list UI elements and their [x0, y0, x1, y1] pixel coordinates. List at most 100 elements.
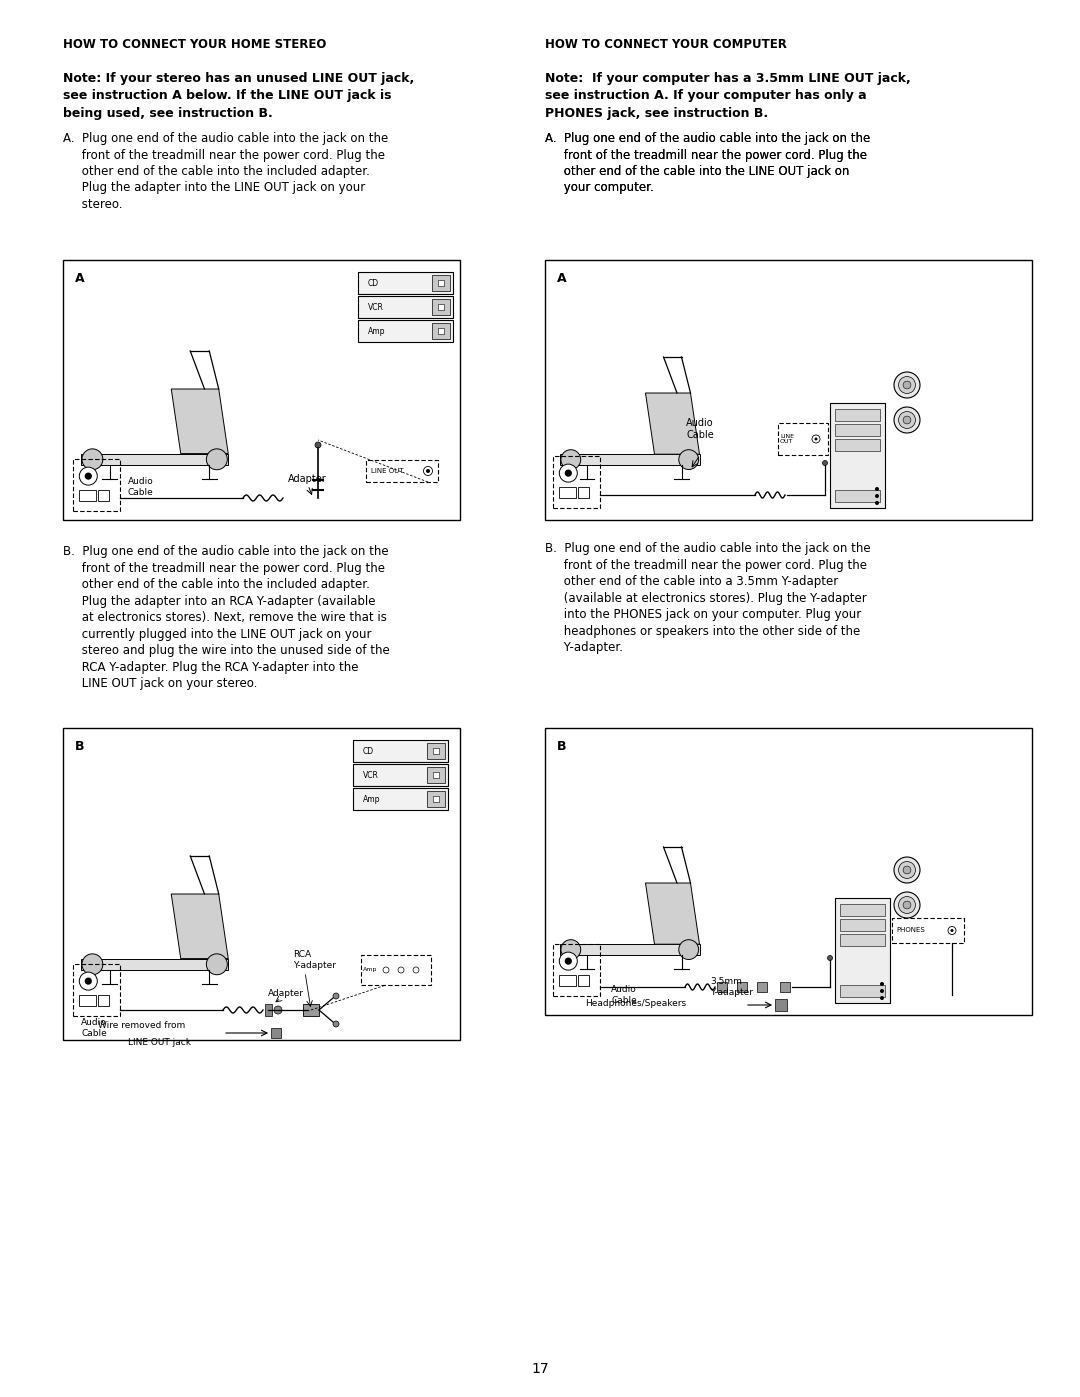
Text: Amp: Amp — [363, 968, 377, 972]
Circle shape — [383, 967, 389, 972]
Text: other end of the cable into the included adapter.: other end of the cable into the included… — [63, 578, 369, 591]
Bar — [553, 944, 599, 996]
Bar — [737, 982, 747, 992]
Circle shape — [679, 940, 699, 960]
Text: Audio
Cable: Audio Cable — [81, 1018, 107, 1038]
Text: B: B — [557, 740, 567, 753]
Bar — [63, 260, 460, 520]
Bar — [357, 320, 453, 342]
Circle shape — [79, 972, 97, 990]
Text: Amp: Amp — [363, 795, 380, 803]
Circle shape — [333, 993, 339, 999]
Circle shape — [903, 416, 910, 423]
Circle shape — [875, 502, 879, 504]
Circle shape — [84, 978, 92, 985]
Bar — [775, 999, 787, 1011]
Bar — [578, 488, 589, 497]
Bar — [271, 1028, 281, 1038]
Text: LINE OUT jack: LINE OUT jack — [129, 1038, 191, 1046]
Text: PHONES jack, see instruction B.: PHONES jack, see instruction B. — [545, 108, 768, 120]
Circle shape — [565, 469, 572, 476]
Bar — [432, 323, 450, 339]
Bar — [353, 788, 448, 810]
Text: VCR: VCR — [368, 303, 383, 312]
Text: LINE OUT: LINE OUT — [372, 468, 404, 474]
Text: LINE OUT jack on your stereo.: LINE OUT jack on your stereo. — [63, 678, 257, 690]
Text: HOW TO CONNECT YOUR COMPUTER: HOW TO CONNECT YOUR COMPUTER — [545, 38, 787, 52]
Circle shape — [559, 953, 578, 970]
Circle shape — [899, 862, 916, 879]
Text: Note: If your stereo has an unused LINE OUT jack,: Note: If your stereo has an unused LINE … — [63, 73, 415, 85]
Bar — [835, 490, 880, 502]
Bar — [98, 995, 109, 1006]
Bar — [559, 975, 576, 986]
Circle shape — [894, 856, 920, 883]
Bar — [433, 773, 438, 778]
Circle shape — [894, 893, 920, 918]
Circle shape — [827, 956, 833, 961]
Text: Adapter: Adapter — [288, 474, 327, 483]
Bar — [553, 455, 599, 509]
Bar — [757, 982, 767, 992]
Circle shape — [880, 996, 885, 1000]
Polygon shape — [646, 883, 700, 944]
Text: Headphones/Speakers: Headphones/Speakers — [585, 999, 686, 1007]
Bar — [578, 975, 589, 986]
Text: headphones or speakers into the other side of the: headphones or speakers into the other si… — [545, 624, 861, 637]
Circle shape — [423, 467, 432, 475]
Text: Plug the adapter into the LINE OUT jack on your: Plug the adapter into the LINE OUT jack … — [63, 182, 365, 194]
Circle shape — [823, 461, 827, 465]
Text: 17: 17 — [531, 1362, 549, 1376]
Bar — [427, 767, 445, 782]
Circle shape — [206, 954, 227, 975]
Text: 3.5mm
Y-adapter: 3.5mm Y-adapter — [710, 977, 753, 997]
Text: B: B — [75, 740, 84, 753]
Circle shape — [950, 929, 954, 932]
Polygon shape — [81, 958, 228, 970]
Bar — [717, 982, 727, 992]
Bar — [835, 425, 880, 436]
Text: other end of the cable into the included adapter.: other end of the cable into the included… — [63, 165, 369, 177]
Circle shape — [875, 488, 879, 490]
Text: other end of the cable into the LINE OUT jack on: other end of the cable into the LINE OUT… — [545, 165, 849, 177]
Circle shape — [679, 450, 699, 469]
Bar — [840, 919, 885, 930]
Text: A: A — [75, 272, 84, 285]
Polygon shape — [81, 454, 228, 465]
Circle shape — [899, 412, 916, 429]
Polygon shape — [646, 393, 700, 454]
Circle shape — [413, 967, 419, 972]
Bar — [780, 982, 789, 992]
Text: Audio
Cable: Audio Cable — [129, 476, 153, 497]
Circle shape — [561, 450, 581, 469]
Bar — [835, 409, 880, 420]
Circle shape — [206, 448, 227, 469]
Text: other end of the cable into a 3.5mm Y-adapter: other end of the cable into a 3.5mm Y-ad… — [545, 576, 838, 588]
Text: PHONES: PHONES — [896, 928, 924, 933]
Text: front of the treadmill near the power cord. Plug the: front of the treadmill near the power co… — [63, 562, 384, 574]
Text: A.  Plug one end of the audio cable into the jack on the: A. Plug one end of the audio cable into … — [63, 131, 388, 145]
Text: Adapter: Adapter — [268, 989, 303, 997]
Circle shape — [903, 866, 910, 875]
Text: Audio
Cable: Audio Cable — [686, 418, 714, 440]
Bar — [432, 275, 450, 291]
Text: A: A — [557, 272, 567, 285]
Text: HOW TO CONNECT YOUR HOME STEREO: HOW TO CONNECT YOUR HOME STEREO — [63, 38, 326, 52]
Circle shape — [399, 967, 404, 972]
Polygon shape — [172, 894, 228, 958]
Bar — [892, 918, 964, 943]
Bar — [366, 460, 438, 482]
Bar — [840, 985, 885, 997]
Bar — [79, 995, 95, 1006]
Text: Audio
Cable: Audio Cable — [611, 985, 637, 1004]
Text: B.  Plug one end of the audio cable into the jack on the: B. Plug one end of the audio cable into … — [545, 542, 870, 555]
Bar — [835, 898, 890, 1003]
Text: stereo and plug the wire into the unused side of the: stereo and plug the wire into the unused… — [63, 644, 390, 657]
Text: VCR: VCR — [363, 771, 379, 780]
Circle shape — [274, 1006, 282, 1014]
Bar — [831, 402, 885, 509]
Text: front of the treadmill near the power cord. Plug the: front of the treadmill near the power co… — [545, 148, 867, 162]
Text: at electronics stores). Next, remove the wire that is: at electronics stores). Next, remove the… — [63, 610, 387, 624]
Circle shape — [880, 982, 885, 986]
Text: into the PHONES jack on your computer. Plug your: into the PHONES jack on your computer. P… — [545, 608, 861, 622]
